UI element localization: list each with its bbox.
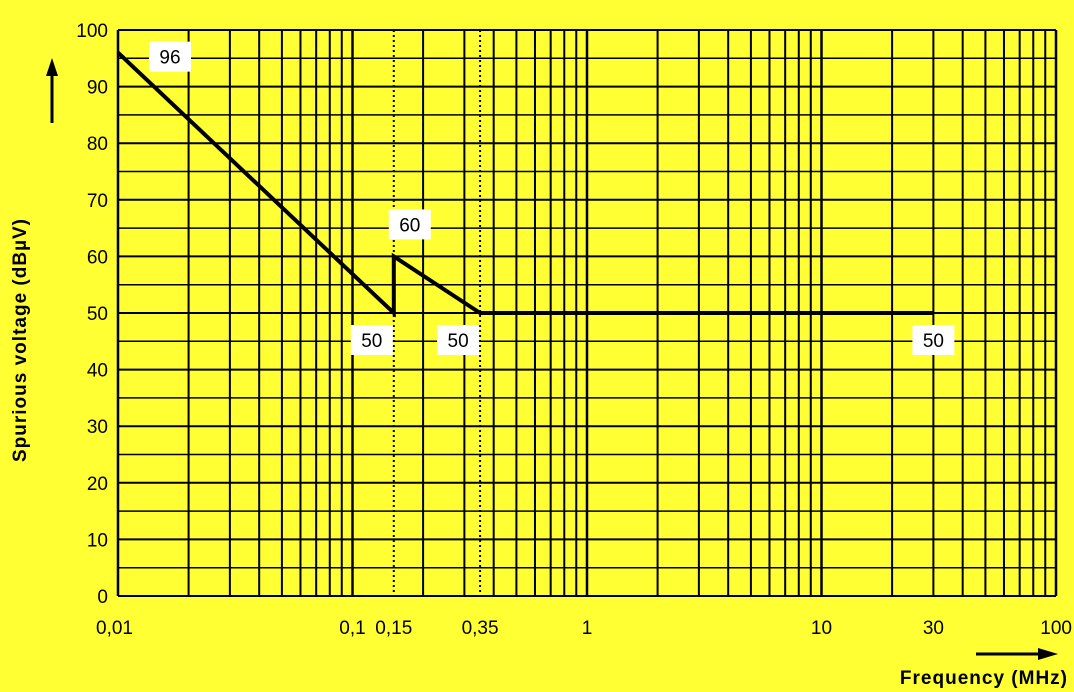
series-group bbox=[116, 51, 934, 318]
value-label-text: 50 bbox=[361, 331, 382, 352]
y-tick-label: 0 bbox=[97, 587, 108, 608]
y-axis-arrow bbox=[46, 58, 58, 123]
value-label-text: 96 bbox=[159, 48, 180, 69]
value-label: 50 bbox=[437, 325, 480, 355]
y-tick-label: 50 bbox=[87, 304, 108, 325]
y-axis-title: Spurious voltage (dBµV) bbox=[10, 218, 31, 462]
value-label: 96 bbox=[149, 41, 191, 72]
y-tick-label: 20 bbox=[87, 474, 108, 495]
value-label-box bbox=[388, 209, 431, 240]
value-label: 50 bbox=[350, 325, 393, 355]
value-label-text: 50 bbox=[923, 331, 944, 352]
y-tick-labels: 0 10 20 30 40 50 60 70 80 90 100 bbox=[76, 21, 108, 608]
value-label-text: 60 bbox=[399, 215, 420, 236]
value-label-text: 50 bbox=[448, 331, 469, 352]
x-tick-label: 0,01 bbox=[96, 618, 133, 639]
y-tick-label: 40 bbox=[87, 361, 108, 382]
value-label-box bbox=[149, 41, 191, 72]
grid-major bbox=[116, 29, 1058, 597]
y-tick-label: 60 bbox=[87, 247, 108, 268]
x-tick-label: 0,1 bbox=[339, 618, 365, 639]
x-tick-label: 10 bbox=[811, 618, 832, 639]
value-label-box bbox=[437, 325, 480, 355]
x-tick-label: 1 bbox=[582, 618, 593, 639]
value-label: 60 bbox=[388, 209, 431, 240]
value-label: 50 bbox=[912, 325, 955, 355]
value-label-box bbox=[350, 325, 393, 355]
x-tick-labels: 0,01 0,1 0,15 0,35 1 10 30 100 bbox=[96, 618, 1072, 639]
y-tick-label: 10 bbox=[87, 530, 108, 551]
x-axis-title: Frequency (MHz) bbox=[900, 668, 1068, 689]
annotations: 96 60 50 50 50 bbox=[149, 41, 955, 355]
x-tick-label: 0,35 bbox=[462, 618, 499, 639]
y-tick-label: 80 bbox=[87, 134, 108, 155]
y-tick-label: 30 bbox=[87, 417, 108, 438]
value-label-box bbox=[912, 325, 955, 355]
x-tick-label: 30 bbox=[923, 618, 944, 639]
x-axis-arrow bbox=[976, 648, 1058, 660]
x-tick-label: 100 bbox=[1040, 618, 1072, 639]
limit-line bbox=[116, 51, 934, 318]
y-tick-label: 100 bbox=[76, 21, 108, 42]
x-tick-label: 0,15 bbox=[375, 618, 412, 639]
reference-lines bbox=[392, 30, 482, 596]
y-tick-label: 70 bbox=[87, 191, 108, 212]
y-tick-label: 90 bbox=[87, 78, 108, 99]
